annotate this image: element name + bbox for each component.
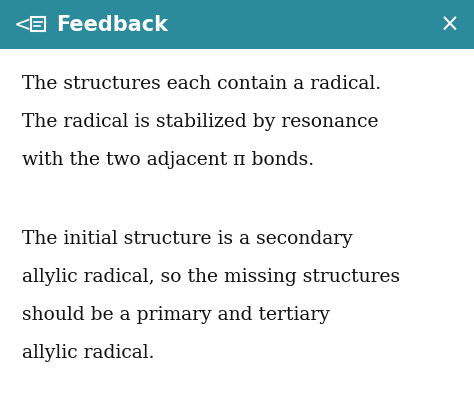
Text: allylic radical.: allylic radical. [22, 343, 155, 361]
Text: The initial structure is a secondary: The initial structure is a secondary [22, 229, 353, 247]
Text: Feedback: Feedback [56, 15, 168, 35]
Text: The radical is stabilized by resonance: The radical is stabilized by resonance [22, 113, 379, 131]
Text: The structures each contain a radical.: The structures each contain a radical. [22, 75, 381, 93]
FancyBboxPatch shape [31, 18, 45, 32]
Bar [0, 0, 474, 50]
Text: <: < [14, 15, 31, 35]
Text: allylic radical, so the missing structures: allylic radical, so the missing structur… [22, 267, 400, 285]
Text: should be a primary and tertiary: should be a primary and tertiary [22, 305, 330, 323]
Text: ×: × [440, 13, 460, 37]
Text: with the two adjacent π bonds.: with the two adjacent π bonds. [22, 151, 314, 168]
